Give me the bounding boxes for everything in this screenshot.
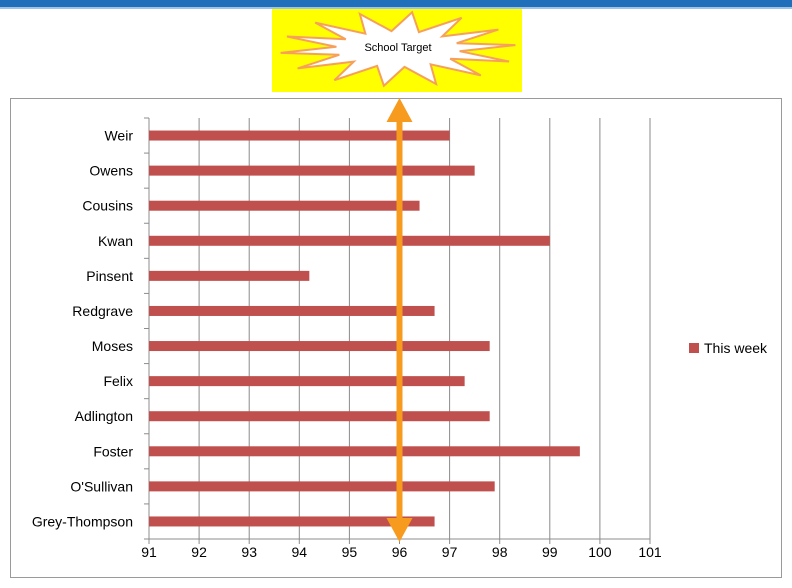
x-tick-label: 91 xyxy=(141,544,157,560)
target-arrow xyxy=(386,98,413,542)
school-target-callout: School Target xyxy=(280,10,516,88)
x-tick-label: 98 xyxy=(492,544,508,560)
bars xyxy=(149,130,580,527)
x-tick-label: 101 xyxy=(638,544,662,560)
x-tick-label: 97 xyxy=(442,544,458,560)
bar xyxy=(149,481,495,492)
arrow-head-bottom xyxy=(386,518,413,542)
category-label: Foster xyxy=(93,443,133,459)
category-label: O'Sullivan xyxy=(70,478,133,494)
category-label: Owens xyxy=(89,163,133,179)
bar xyxy=(149,270,310,281)
bar xyxy=(149,165,475,176)
bar xyxy=(149,200,420,211)
tick-labels: 91 92 93 94 95 96 97 98 99 100 101 xyxy=(141,544,662,560)
category-label: Moses xyxy=(92,338,133,354)
category-label: Cousins xyxy=(82,198,133,214)
x-tick-label: 93 xyxy=(241,544,257,560)
category-label: Pinsent xyxy=(86,268,133,284)
bar xyxy=(149,305,435,316)
arrow-head-top xyxy=(386,98,413,122)
legend: This week xyxy=(689,340,768,356)
x-tick-label: 92 xyxy=(191,544,207,560)
starburst-shape xyxy=(280,10,516,88)
x-tick-label: 96 xyxy=(392,544,408,560)
category-label: Felix xyxy=(103,373,133,389)
header-bar xyxy=(0,0,792,7)
category-label: Redgrave xyxy=(72,303,133,319)
bar xyxy=(149,516,435,527)
bar xyxy=(149,446,580,457)
category-label: Weir xyxy=(104,128,133,144)
category-labels: Weir Owens Cousins Kwan Pinsent Redgrave Moses… xyxy=(32,128,133,530)
chart-frame xyxy=(10,98,782,578)
x-tick-label: 95 xyxy=(342,544,358,560)
category-label: Kwan xyxy=(98,233,133,249)
category-label: Grey-Thompson xyxy=(32,513,133,529)
bar xyxy=(149,411,490,422)
bar xyxy=(149,130,450,141)
legend-swatch xyxy=(689,343,699,353)
bar xyxy=(149,235,550,246)
bar xyxy=(149,376,465,387)
header-bar-accent xyxy=(0,7,792,9)
bar xyxy=(149,341,490,352)
callout-label: School Target xyxy=(364,42,431,54)
x-tick-label: 99 xyxy=(542,544,558,560)
x-tick-label: 94 xyxy=(292,544,308,560)
legend-label: This week xyxy=(704,340,768,356)
x-tick-label: 100 xyxy=(588,544,612,560)
category-label: Adlington xyxy=(75,408,133,424)
